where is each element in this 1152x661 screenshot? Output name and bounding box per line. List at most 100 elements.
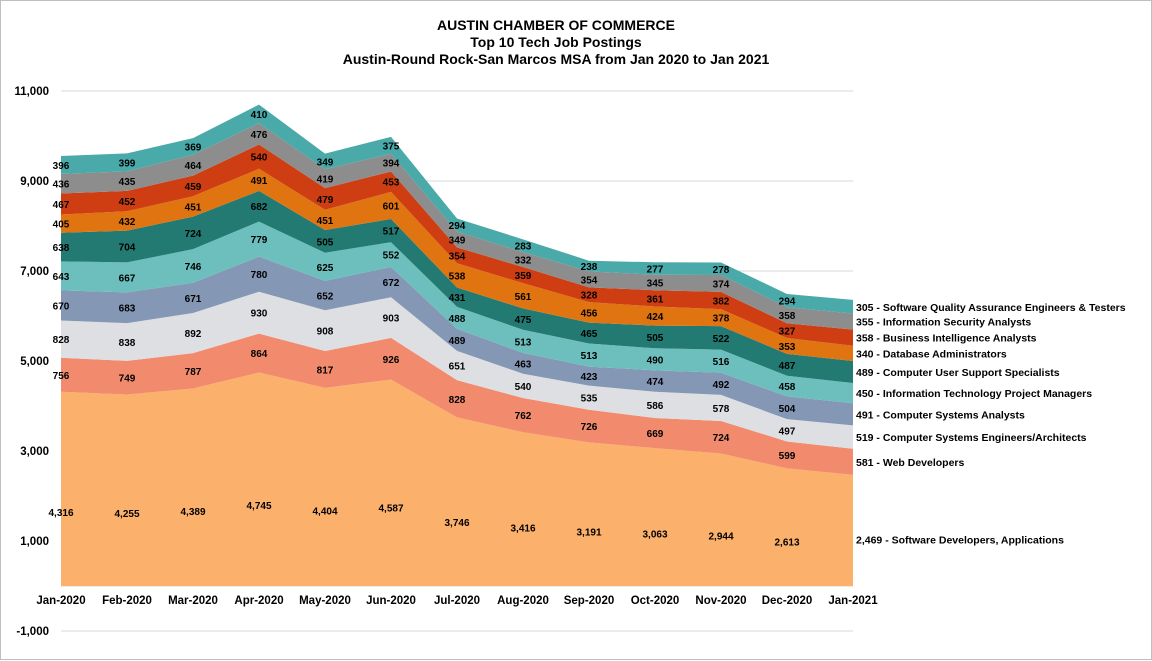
data-label: 828	[53, 335, 70, 346]
data-label: 864	[251, 349, 268, 360]
data-label: 3,191	[576, 527, 601, 538]
data-label: 780	[251, 270, 268, 281]
x-tick-label: Aug-2020	[497, 595, 549, 607]
series-end-label: 581 - Web Developers	[856, 457, 965, 469]
data-label: 278	[713, 265, 730, 276]
area-web-developers	[61, 333, 853, 475]
data-label: 328	[581, 291, 598, 302]
area-software-developers-applications	[61, 372, 853, 586]
data-label: 516	[713, 357, 730, 368]
data-label: 277	[647, 265, 664, 276]
data-label: 463	[515, 359, 532, 370]
data-label: 479	[317, 195, 334, 206]
chart-title-line-3: Austin-Round Rock-San Marcos MSA from Ja…	[343, 51, 770, 67]
data-label: 436	[53, 180, 70, 191]
data-label: 601	[383, 201, 400, 212]
series-end-label: 519 - Computer Systems Engineers/Archite…	[856, 432, 1087, 444]
chart-title: AUSTIN CHAMBER OF COMMERCE Top 10 Tech J…	[343, 17, 770, 67]
data-label: 465	[581, 329, 598, 340]
data-label: 746	[185, 262, 202, 273]
data-label: 410	[251, 110, 268, 121]
data-label: 724	[713, 433, 730, 444]
data-label: 787	[185, 367, 202, 378]
data-label: 332	[515, 256, 532, 267]
data-label: 464	[185, 161, 202, 172]
data-label: 345	[647, 278, 664, 289]
x-tick-label: Jan-2020	[36, 595, 85, 607]
data-label: 683	[119, 304, 136, 315]
data-label: 535	[581, 394, 598, 405]
x-tick-label: May-2020	[299, 595, 351, 607]
series-end-label: 2,469 - Software Developers, Application…	[856, 534, 1064, 546]
area-series	[61, 104, 853, 586]
data-label: 497	[779, 426, 796, 437]
chart-title-line-2: Top 10 Tech Job Postings	[470, 34, 642, 50]
x-tick-label: Nov-2020	[695, 595, 746, 607]
axes: -1,000 1,000 3,000 5,000 7,000 9,000 11,000 Jan…	[14, 86, 878, 638]
data-label: 908	[317, 327, 334, 338]
data-label: 756	[53, 371, 70, 382]
data-label: 327	[779, 327, 796, 338]
data-label: 903	[383, 314, 400, 325]
data-label: 474	[647, 377, 664, 388]
data-label: 522	[713, 334, 730, 345]
area-information-security-analysts	[61, 123, 853, 330]
data-label: 4,745	[246, 501, 271, 512]
x-tick-label: Mar-2020	[168, 595, 218, 607]
data-label: 451	[317, 216, 334, 227]
data-label: 374	[713, 279, 730, 290]
y-tick-label: 9,000	[20, 176, 49, 188]
data-label: 4,389	[180, 507, 205, 518]
data-label: 930	[251, 309, 268, 320]
data-labels: 4,316 4,255 4,389 4,745 4,404 4,587 3,746 3,416…	[48, 110, 1125, 548]
data-label: 369	[185, 142, 202, 153]
x-tick-label: Jul-2020	[434, 595, 480, 607]
data-label: 3,416	[510, 524, 535, 535]
data-label: 505	[317, 237, 334, 248]
area-information-technology-project-managers	[61, 221, 853, 404]
area-computer-systems-engineers-architects	[61, 291, 853, 449]
data-label: 354	[581, 275, 598, 286]
y-tick-label: 11,000	[14, 86, 49, 98]
series-end-label: 340 - Database Administrators	[856, 348, 1007, 360]
series-end-label: 358 - Business Intelligence Analysts	[856, 333, 1037, 345]
data-label: 578	[713, 404, 730, 415]
data-label: 828	[449, 395, 466, 406]
data-label: 651	[449, 362, 466, 373]
data-label: 540	[251, 153, 268, 164]
data-label: 726	[581, 422, 598, 433]
data-label: 540	[515, 382, 532, 393]
data-label: 353	[779, 342, 796, 353]
x-tick-label: Apr-2020	[234, 595, 283, 607]
data-label: 667	[119, 273, 136, 284]
data-label: 638	[53, 243, 70, 254]
x-tick-label: Jun-2020	[366, 595, 416, 607]
data-label: 4,587	[378, 504, 403, 515]
data-label: 432	[119, 217, 136, 228]
data-label: 504	[779, 404, 796, 415]
series-end-label: 305 - Software Quality Assurance Enginee…	[856, 302, 1126, 314]
data-label: 505	[647, 333, 664, 344]
data-label: 704	[119, 243, 136, 254]
y-tick-label: 3,000	[20, 446, 49, 458]
data-label: 458	[779, 382, 796, 393]
data-label: 419	[317, 175, 334, 186]
data-label: 669	[647, 429, 664, 440]
data-label: 490	[647, 355, 664, 366]
data-label: 625	[317, 263, 334, 274]
data-label: 459	[185, 182, 202, 193]
data-label: 487	[779, 361, 796, 372]
x-tick-label: Dec-2020	[762, 595, 813, 607]
data-label: 652	[317, 292, 334, 303]
chart-title-line-1: AUSTIN CHAMBER OF COMMERCE	[437, 17, 675, 33]
data-label: 394	[383, 159, 400, 170]
x-tick-label: Sep-2020	[564, 595, 615, 607]
data-label: 517	[383, 227, 400, 238]
data-label: 2,944	[708, 532, 733, 543]
data-label: 561	[515, 292, 532, 303]
data-label: 513	[581, 351, 598, 362]
data-label: 375	[383, 141, 400, 152]
data-label: 294	[449, 221, 466, 232]
y-tick-label: -1,000	[16, 626, 49, 638]
